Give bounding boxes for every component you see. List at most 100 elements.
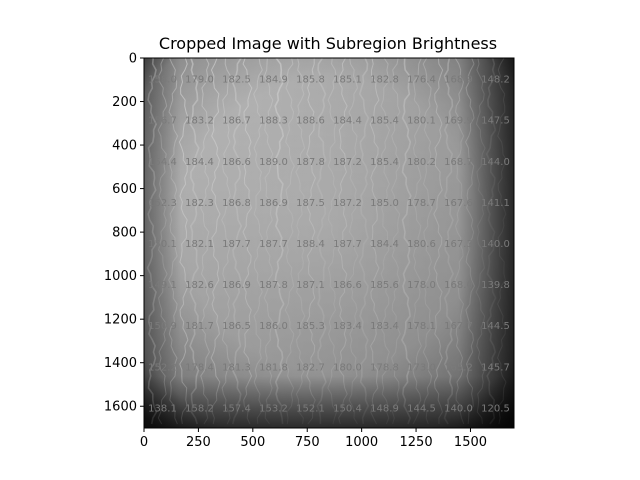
brightness-value-label: 140.0 xyxy=(444,403,473,414)
brightness-value-label: 185.1 xyxy=(333,75,362,86)
brightness-value-label: 150.9 xyxy=(148,321,177,332)
brightness-value-label: 165.2 xyxy=(444,362,473,373)
brightness-value-label: 152.1 xyxy=(296,403,325,414)
brightness-value-label: 186.6 xyxy=(222,157,251,168)
brightness-value-label: 148.2 xyxy=(481,75,510,86)
brightness-value-label: 144.5 xyxy=(407,403,436,414)
brightness-value-label: 181.8 xyxy=(259,362,288,373)
plot-area: 158.0 179.0 182.5 184.9 185.8 185.1 182.8 176.4… xyxy=(144,58,514,428)
brightness-value-label: 186.7 xyxy=(222,116,251,127)
brightness-value-label: 176.4 xyxy=(407,75,436,86)
brightness-value-label: 169.9 xyxy=(444,116,473,127)
cell-labels: 158.0 179.0 182.5 184.9 185.8 185.1 182.8 176.4… xyxy=(148,75,510,415)
brightness-value-label: 167.7 xyxy=(444,321,473,332)
brightness-value-label: 138.1 xyxy=(148,403,177,414)
y-tick-label: 200 xyxy=(112,95,137,110)
brightness-value-label: 141.1 xyxy=(481,198,510,209)
brightness-value-label: 186.9 xyxy=(259,198,288,209)
brightness-value-label: 182.7 xyxy=(296,362,325,373)
brightness-value-label: 150.1 xyxy=(148,239,177,250)
y-tick-label: 600 xyxy=(112,182,137,197)
brightness-value-label: 149.1 xyxy=(148,280,177,291)
brightness-value-label: 152.3 xyxy=(148,198,177,209)
brightness-value-label: 183.4 xyxy=(370,321,399,332)
brightness-value-label: 178.8 xyxy=(370,362,399,373)
y-tick-label: 1400 xyxy=(104,356,137,371)
brightness-value-label: 168.9 xyxy=(444,75,473,86)
brightness-value-label: 120.5 xyxy=(481,403,510,414)
x-tick-label: 1500 xyxy=(454,435,487,450)
brightness-value-label: 180.1 xyxy=(407,116,436,127)
brightness-value-label: 147.5 xyxy=(481,116,510,127)
brightness-value-label: 139.8 xyxy=(481,280,510,291)
brightness-value-label: 152.2 xyxy=(148,362,177,373)
brightness-value-label: 167.3 xyxy=(444,239,473,250)
y-tick-label: 400 xyxy=(112,139,137,154)
brightness-value-label: 183.2 xyxy=(185,116,214,127)
brightness-value-label: 148.9 xyxy=(370,403,399,414)
brightness-value-label: 173.0 xyxy=(407,362,436,373)
brightness-value-label: 187.8 xyxy=(259,280,288,291)
brightness-value-label: 158.0 xyxy=(148,75,177,86)
x-tick-label: 750 xyxy=(295,435,320,450)
brightness-value-label: 187.2 xyxy=(333,198,362,209)
y-tick-label: 1200 xyxy=(104,313,137,328)
brightness-value-label: 179.0 xyxy=(185,75,214,86)
brightness-value-label: 157.4 xyxy=(222,403,251,414)
brightness-value-label: 183.4 xyxy=(333,321,362,332)
brightness-value-label: 168.0 xyxy=(444,280,473,291)
brightness-value-label: 178.1 xyxy=(407,321,436,332)
x-tick-label: 250 xyxy=(186,435,211,450)
brightness-value-label: 188.4 xyxy=(296,239,325,250)
x-axis: 0 250 500 750 1000 1250 1500 xyxy=(140,428,487,450)
brightness-value-label: 186.0 xyxy=(259,321,288,332)
y-tick-label: 1600 xyxy=(104,400,137,415)
brightness-value-label: 182.3 xyxy=(185,198,214,209)
brightness-value-label: 156.7 xyxy=(148,116,177,127)
brightness-value-label: 184.9 xyxy=(259,75,288,86)
brightness-value-label: 180.6 xyxy=(407,239,436,250)
brightness-value-label: 178.7 xyxy=(407,198,436,209)
brightness-value-label: 180.0 xyxy=(333,362,362,373)
brightness-value-label: 182.8 xyxy=(370,75,399,86)
brightness-value-label: 180.2 xyxy=(407,157,436,168)
brightness-value-label: 178.0 xyxy=(407,280,436,291)
brightness-value-label: 150.4 xyxy=(333,403,362,414)
x-tick-label: 500 xyxy=(240,435,265,450)
brightness-value-label: 186.8 xyxy=(222,198,251,209)
brightness-value-label: 144.0 xyxy=(481,157,510,168)
brightness-value-label: 184.4 xyxy=(370,239,399,250)
brightness-value-label: 185.0 xyxy=(370,198,399,209)
brightness-value-label: 182.6 xyxy=(185,280,214,291)
x-tick-label: 1250 xyxy=(400,435,433,450)
y-tick-label: 1000 xyxy=(104,269,137,284)
brightness-value-label: 187.5 xyxy=(296,198,325,209)
brightness-value-label: 187.7 xyxy=(222,239,251,250)
y-tick-label: 800 xyxy=(112,226,137,241)
brightness-value-label: 185.4 xyxy=(370,157,399,168)
brightness-value-label: 186.6 xyxy=(333,280,362,291)
brightness-value-label: 186.9 xyxy=(222,280,251,291)
brightness-value-label: 185.4 xyxy=(370,116,399,127)
brightness-value-label: 140.0 xyxy=(481,239,510,250)
brightness-value-label: 186.5 xyxy=(222,321,251,332)
brightness-value-label: 185.3 xyxy=(296,321,325,332)
brightness-value-label: 189.0 xyxy=(259,157,288,168)
brightness-value-label: 167.6 xyxy=(444,198,473,209)
brightness-value-label: 178.4 xyxy=(185,362,214,373)
brightness-value-label: 185.6 xyxy=(370,280,399,291)
brightness-value-label: 184.4 xyxy=(333,116,362,127)
brightness-value-label: 182.5 xyxy=(222,75,251,86)
brightness-value-label: 181.3 xyxy=(222,362,251,373)
brightness-value-label: 187.7 xyxy=(333,239,362,250)
brightness-value-label: 184.4 xyxy=(185,157,214,168)
x-tick-label: 1000 xyxy=(345,435,378,450)
brightness-value-label: 187.8 xyxy=(296,157,325,168)
brightness-value-label: 187.2 xyxy=(333,157,362,168)
plot-frame xyxy=(143,57,515,429)
brightness-value-label: 187.7 xyxy=(259,239,288,250)
image-edge-left xyxy=(144,58,514,428)
brightness-value-label: 145.7 xyxy=(481,362,510,373)
x-tick-label: 0 xyxy=(140,435,148,450)
